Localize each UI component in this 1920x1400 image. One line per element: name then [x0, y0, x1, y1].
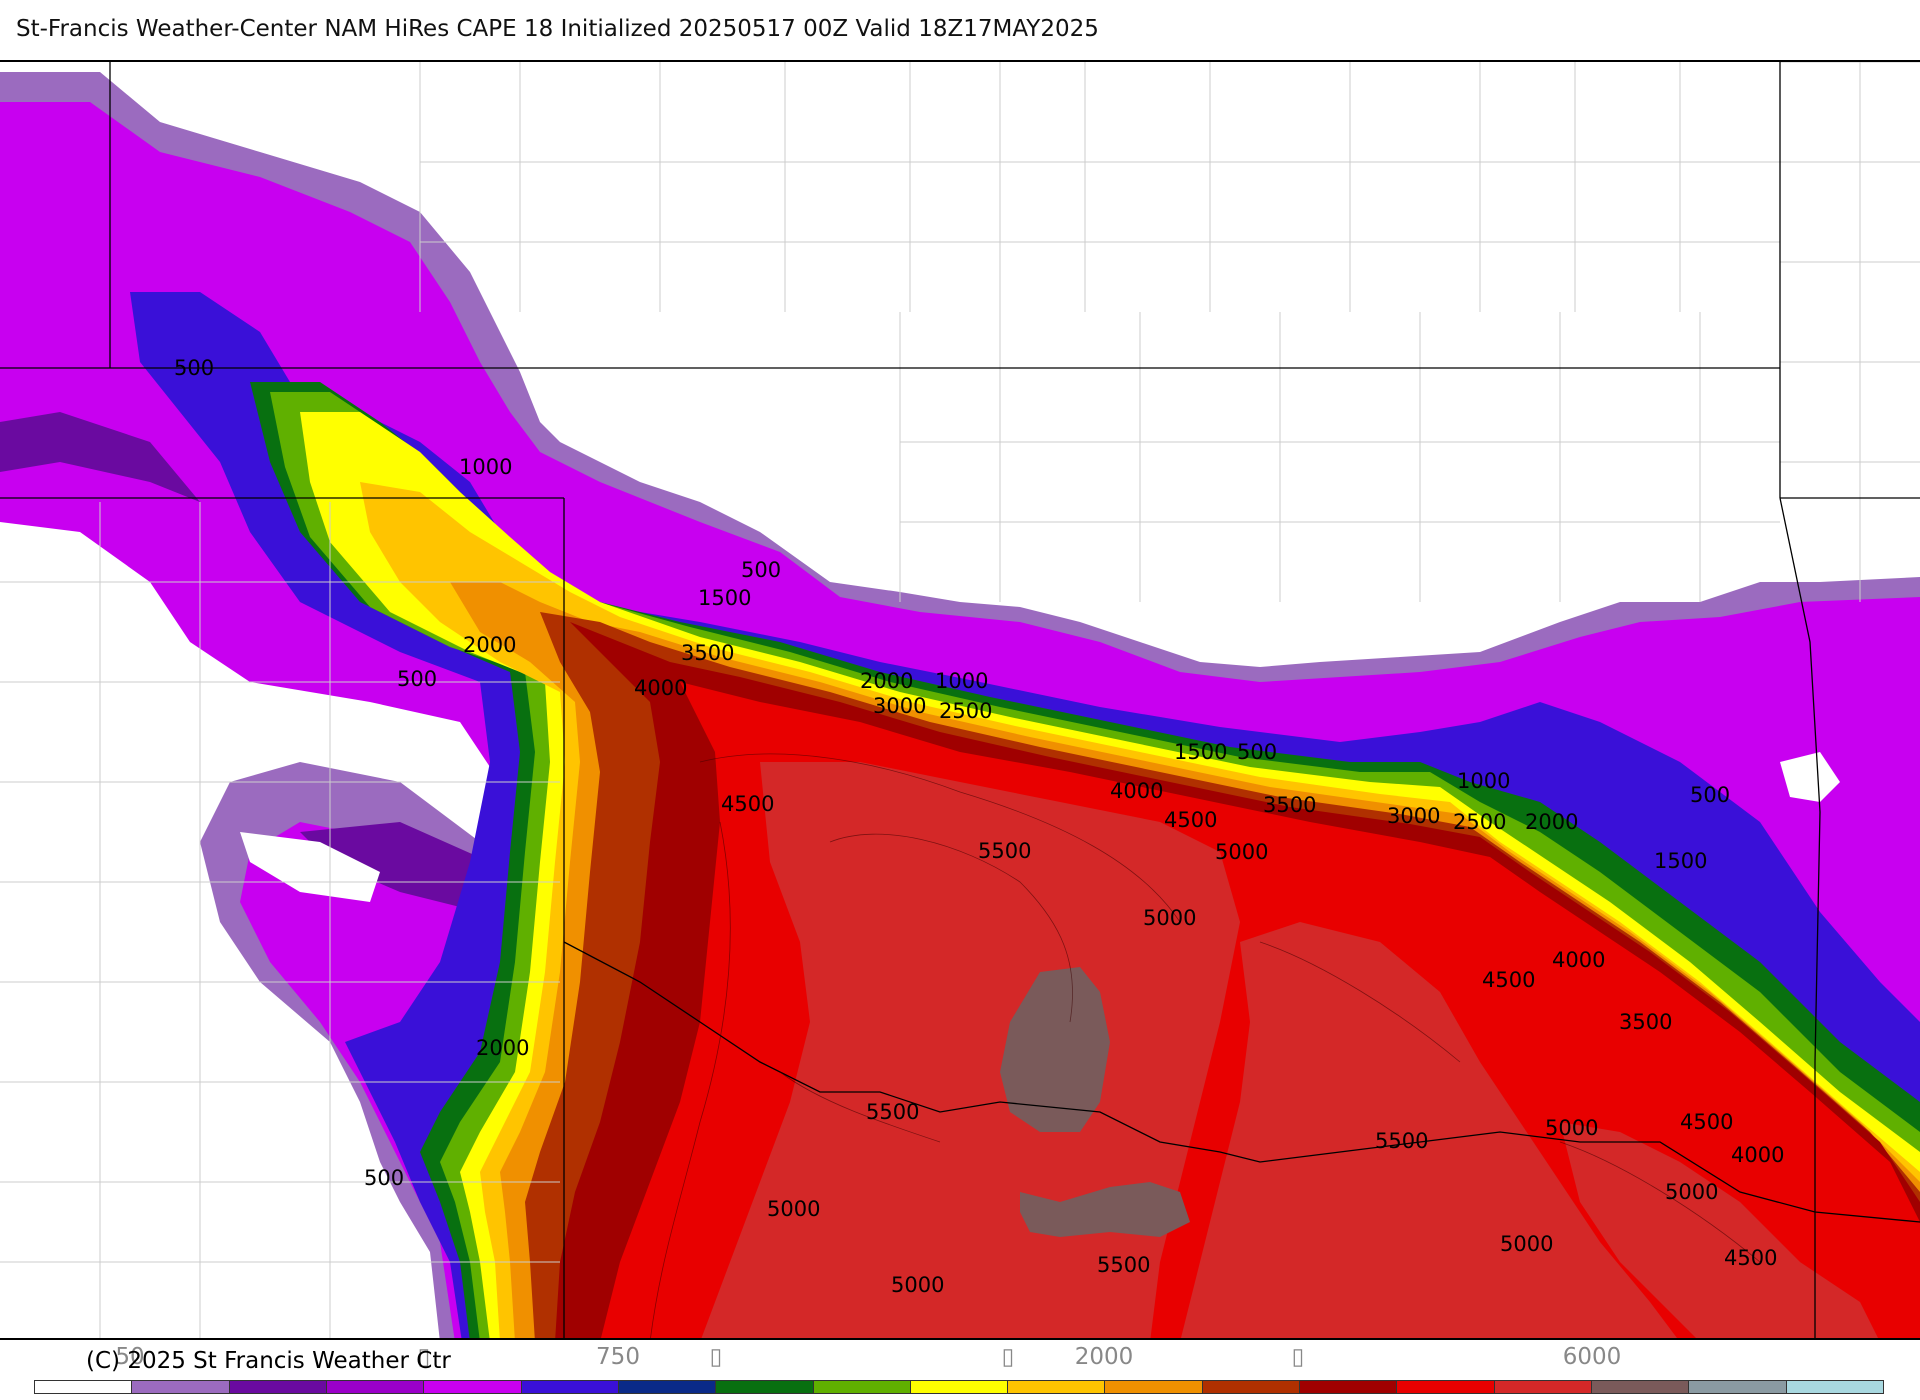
contour-label: 4500 [721, 792, 774, 816]
contour-label: 4000 [1552, 948, 1605, 972]
colorbar-swatch [1592, 1381, 1690, 1393]
colorbar-swatch [521, 1381, 619, 1393]
contour-labels: 500 1000 500 2000 500 1500 3500 4000 200… [174, 356, 1784, 1297]
colorbar-swatch [424, 1381, 522, 1393]
contour-label: 5500 [1097, 1253, 1150, 1277]
contour-label: 5500 [1375, 1129, 1428, 1153]
contour-label: 4500 [1724, 1246, 1777, 1270]
contour-label: 5500 [866, 1100, 919, 1124]
colorbar-symbol: ▯ [709, 1344, 723, 1370]
contour-label: 3500 [1619, 1010, 1672, 1034]
colorbar-swatch [1300, 1381, 1398, 1393]
colorbar-swatch [910, 1381, 1009, 1393]
colorbar-swatch [1689, 1381, 1787, 1393]
contour-label: 1500 [698, 586, 751, 610]
contour-label: 1000 [459, 455, 512, 479]
contour-label: 4500 [1680, 1110, 1733, 1134]
colorbar-swatch [326, 1381, 425, 1393]
colorbar-symbol: ▯ [1001, 1344, 1015, 1370]
colorbar-tick-label: 750 [596, 1344, 640, 1370]
contour-label: 3000 [873, 694, 926, 718]
colorbar-swatch [1786, 1381, 1883, 1393]
contour-label: 5000 [1665, 1180, 1718, 1204]
contour-label: 1000 [935, 669, 988, 693]
contour-label: 5000 [891, 1273, 944, 1297]
contour-label: 1500 [1174, 740, 1227, 764]
contour-label: 500 [1237, 740, 1277, 764]
contour-label: 500 [364, 1166, 404, 1190]
state-boundaries [0, 62, 1920, 1338]
colorbar-swatch [229, 1381, 327, 1393]
contour-label: 500 [1690, 783, 1730, 807]
colorbar-swatch [35, 1381, 133, 1393]
contour-label: 5000 [1545, 1116, 1598, 1140]
contour-label: 3500 [1263, 793, 1316, 817]
contour-label: 3000 [1387, 804, 1440, 828]
contour-label: 4000 [634, 676, 687, 700]
contour-label: 4500 [1164, 808, 1217, 832]
contour-label: 5000 [767, 1197, 820, 1221]
contour-label: 2000 [476, 1036, 529, 1060]
colorbar-tick-label: 50 [115, 1344, 145, 1370]
map-title: St-Francis Weather-Center NAM HiRes CAPE… [16, 16, 1099, 42]
colorbar-swatch [1202, 1381, 1301, 1393]
map-frame[interactable]: 500 1000 500 2000 500 1500 3500 4000 200… [0, 60, 1920, 1340]
contour-label: 500 [741, 558, 781, 582]
contour-label: 4500 [1482, 968, 1535, 992]
contour-label: 2000 [1525, 810, 1578, 834]
cape-max-region [1000, 967, 1110, 1132]
contour-label: 2500 [939, 699, 992, 723]
colorbar-swatch [716, 1381, 814, 1393]
colorbar-swatch [1494, 1381, 1592, 1393]
copyright-notice: (C) 2025 St Francis Weather Ctr [86, 1348, 451, 1374]
contour-label: 1000 [1457, 769, 1510, 793]
cape-map[interactable]: 500 1000 500 2000 500 1500 3500 4000 200… [0, 62, 1920, 1340]
contour-label: 3500 [681, 641, 734, 665]
contour-label: 500 [174, 356, 214, 380]
colorbar-swatch [813, 1381, 911, 1393]
contour-label: 2000 [860, 669, 913, 693]
cape-contours [650, 753, 1761, 1338]
contour-label: 2000 [463, 633, 516, 657]
contour-label: 4000 [1110, 779, 1163, 803]
contour-label: 2500 [1453, 810, 1506, 834]
contour-label: 4000 [1731, 1143, 1784, 1167]
contour-label: 5000 [1500, 1232, 1553, 1256]
contour-label: 1500 [1654, 849, 1707, 873]
county-lines [0, 62, 1920, 1338]
colorbar-swatch [132, 1381, 230, 1393]
contour-label: 5500 [978, 839, 1031, 863]
colorbar [34, 1380, 1884, 1394]
colorbar-tick-label: 2000 [1074, 1344, 1134, 1370]
contour-label: 5000 [1143, 906, 1196, 930]
colorbar-symbol: ▯ [1291, 1344, 1305, 1370]
colorbar-swatch [1105, 1381, 1203, 1393]
colorbar-symbol: ▯ [417, 1344, 431, 1370]
colorbar-swatch [1397, 1381, 1495, 1393]
colorbar-swatch [618, 1381, 717, 1393]
colorbar-swatch [1008, 1381, 1106, 1393]
contour-label: 500 [397, 667, 437, 691]
colorbar-tick-label: 6000 [1562, 1344, 1622, 1370]
contour-label: 5000 [1215, 840, 1268, 864]
